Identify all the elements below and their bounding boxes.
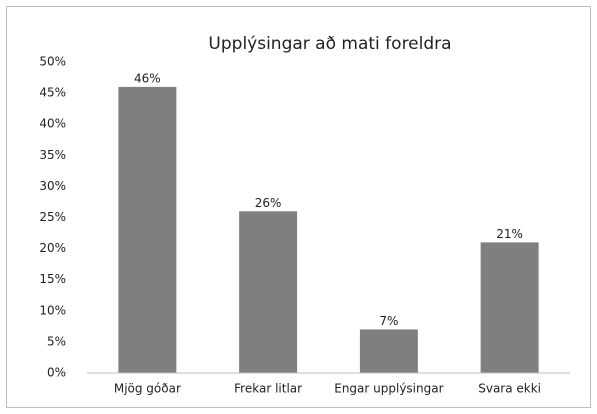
x-tick-label: Engar upplýsingar bbox=[334, 382, 443, 396]
data-label: 7% bbox=[379, 314, 398, 328]
bar bbox=[359, 329, 418, 373]
data-label: 46% bbox=[134, 71, 161, 85]
y-tick-label: 0% bbox=[47, 366, 66, 380]
x-tick-label: Mjög góðar bbox=[114, 382, 181, 396]
data-label: 26% bbox=[255, 196, 282, 210]
x-tick-label: Frekar litlar bbox=[234, 382, 302, 396]
data-label: 21% bbox=[496, 227, 523, 241]
y-tick-label: 35% bbox=[39, 148, 66, 162]
y-tick-label: 30% bbox=[39, 179, 66, 193]
y-tick-label: 50% bbox=[39, 55, 66, 69]
y-tick-label: 40% bbox=[39, 117, 66, 131]
y-tick-label: 10% bbox=[39, 303, 66, 317]
x-tick-label: Svara ekki bbox=[478, 382, 541, 396]
y-tick-label: 20% bbox=[39, 241, 66, 255]
y-tick-label: 5% bbox=[47, 334, 66, 348]
y-tick-label: 15% bbox=[39, 272, 66, 286]
bar bbox=[480, 242, 539, 373]
bar bbox=[239, 211, 298, 373]
chart-title: Upplýsingar að mati foreldra bbox=[208, 34, 451, 54]
y-tick-label: 45% bbox=[39, 86, 66, 100]
bar bbox=[118, 86, 177, 373]
y-tick-label: 25% bbox=[39, 210, 66, 224]
